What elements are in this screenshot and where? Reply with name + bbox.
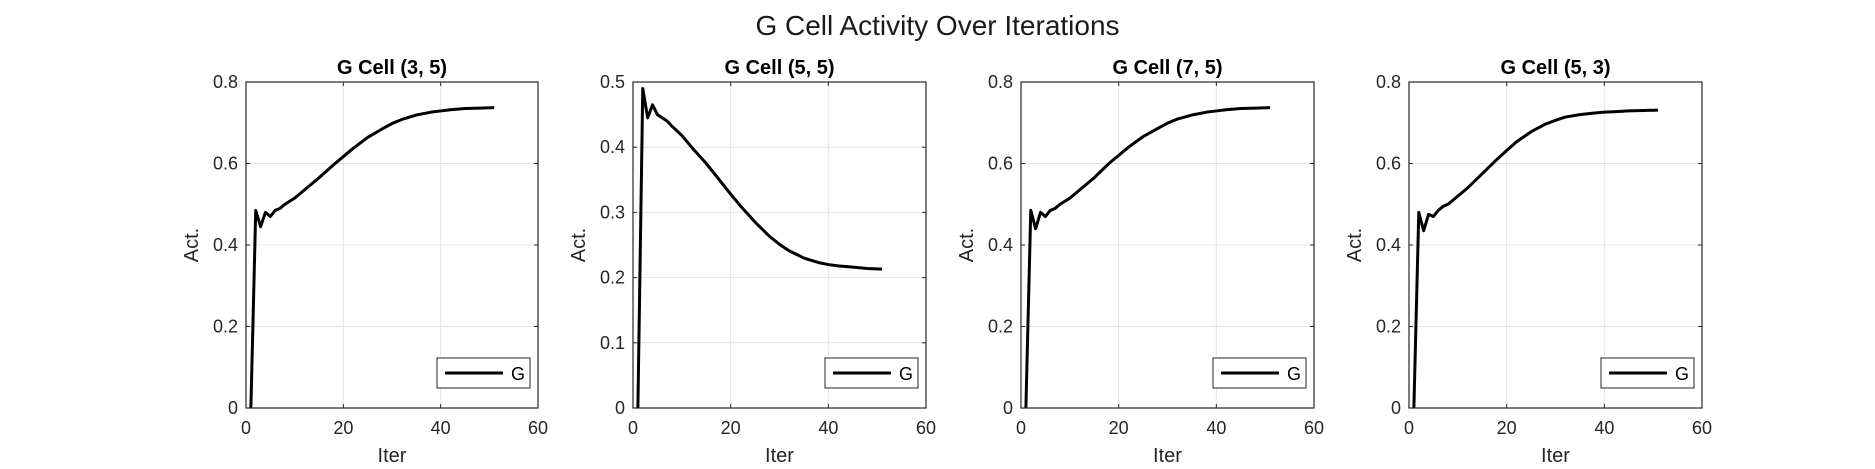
x-axis-label: Iter bbox=[378, 445, 407, 467]
subplot-title: G Cell (5, 5) bbox=[724, 57, 834, 79]
y-tick-label: 0.2 bbox=[1376, 317, 1401, 337]
x-tick-label: 60 bbox=[1692, 418, 1712, 438]
x-tick-label: 20 bbox=[721, 418, 741, 438]
axes-frame bbox=[632, 81, 927, 409]
subplot-title: G Cell (7, 5) bbox=[1112, 57, 1222, 79]
y-tick-label: 0.4 bbox=[600, 137, 625, 157]
y-tick-label: 0 bbox=[1391, 398, 1401, 418]
x-tick-label: 20 bbox=[1497, 418, 1517, 438]
y-tick-label: 0.8 bbox=[988, 72, 1013, 92]
subplot-1: 0 20 40 60 0 0.2 0.4 0.6 0.8 G Cell (3, 5) Iter Act… bbox=[181, 57, 548, 467]
x-tick-label: 0 bbox=[241, 418, 251, 438]
y-tick-label: 0.6 bbox=[213, 154, 238, 174]
legend-label: G bbox=[511, 364, 525, 384]
y-tick-label: 0.2 bbox=[988, 317, 1013, 337]
x-tick-label: 60 bbox=[916, 418, 936, 438]
series-line-G bbox=[1412, 108, 1659, 409]
legend-label: G bbox=[1675, 364, 1689, 384]
legend: G bbox=[436, 357, 531, 389]
x-tick-label: 40 bbox=[818, 418, 838, 438]
legend-label: G bbox=[1287, 364, 1301, 384]
y-tick-label: 0.1 bbox=[600, 333, 625, 353]
y-axis-label: Act. bbox=[181, 228, 203, 262]
x-tick-label: 20 bbox=[1109, 418, 1129, 438]
x-axis-label: Iter bbox=[1153, 445, 1182, 467]
y-tick-label: 0.8 bbox=[213, 72, 238, 92]
y-axis-label: Act. bbox=[568, 228, 590, 262]
y-tick-label: 0.6 bbox=[1376, 154, 1401, 174]
subplot-title: G Cell (5, 3) bbox=[1500, 57, 1610, 79]
y-tick-label: 0.3 bbox=[600, 202, 625, 222]
x-axis-label: Iter bbox=[1541, 445, 1570, 467]
y-tick-label: 0 bbox=[615, 398, 625, 418]
y-tick-label: 0 bbox=[1003, 398, 1013, 418]
subplot-2: 0 20 40 60 0 0.1 0.2 0.3 0.4 0.5 G Cell (5, 5) Iter… bbox=[568, 57, 936, 467]
y-tick-label: 0.5 bbox=[600, 72, 625, 92]
y-tick-label: 0.6 bbox=[988, 154, 1013, 174]
series-line-G bbox=[636, 87, 883, 409]
legend-label: G bbox=[899, 364, 913, 384]
y-tick-label: 0.4 bbox=[213, 235, 238, 255]
x-tick-label: 40 bbox=[431, 418, 451, 438]
x-tick-label: 60 bbox=[528, 418, 548, 438]
x-tick-label: 0 bbox=[628, 418, 638, 438]
y-axis-label: Act. bbox=[956, 228, 978, 262]
x-tick-label: 0 bbox=[1016, 418, 1026, 438]
legend: G bbox=[824, 357, 919, 389]
figure-title: G Cell Activity Over Iterations bbox=[755, 10, 1120, 41]
x-tick-label: 40 bbox=[1594, 418, 1614, 438]
y-tick-label: 0.4 bbox=[988, 235, 1013, 255]
subplot-title: G Cell (3, 5) bbox=[337, 57, 447, 79]
y-tick-label: 0.2 bbox=[213, 317, 238, 337]
series-line-G bbox=[249, 106, 495, 409]
subplot-3: 0 20 40 60 0 0.2 0.4 0.6 0.8 G Cell (7, 5) Iter Act… bbox=[956, 57, 1324, 467]
y-tick-label: 0.4 bbox=[1376, 235, 1401, 255]
series-line-G bbox=[1024, 106, 1271, 409]
x-tick-label: 40 bbox=[1206, 418, 1226, 438]
y-axis-label: Act. bbox=[1344, 228, 1366, 262]
y-tick-label: 0.8 bbox=[1376, 72, 1401, 92]
x-axis-label: Iter bbox=[765, 445, 794, 467]
x-tick-label: 60 bbox=[1304, 418, 1324, 438]
x-tick-label: 20 bbox=[333, 418, 353, 438]
y-tick-label: 0 bbox=[228, 398, 238, 418]
x-tick-label: 0 bbox=[1404, 418, 1414, 438]
legend: G bbox=[1212, 357, 1307, 389]
subplot-4: 0 20 40 60 0 0.2 0.4 0.6 0.8 G Cell (5, 3) Iter Act… bbox=[1344, 57, 1712, 467]
legend: G bbox=[1600, 357, 1695, 389]
y-tick-label: 0.2 bbox=[600, 268, 625, 288]
